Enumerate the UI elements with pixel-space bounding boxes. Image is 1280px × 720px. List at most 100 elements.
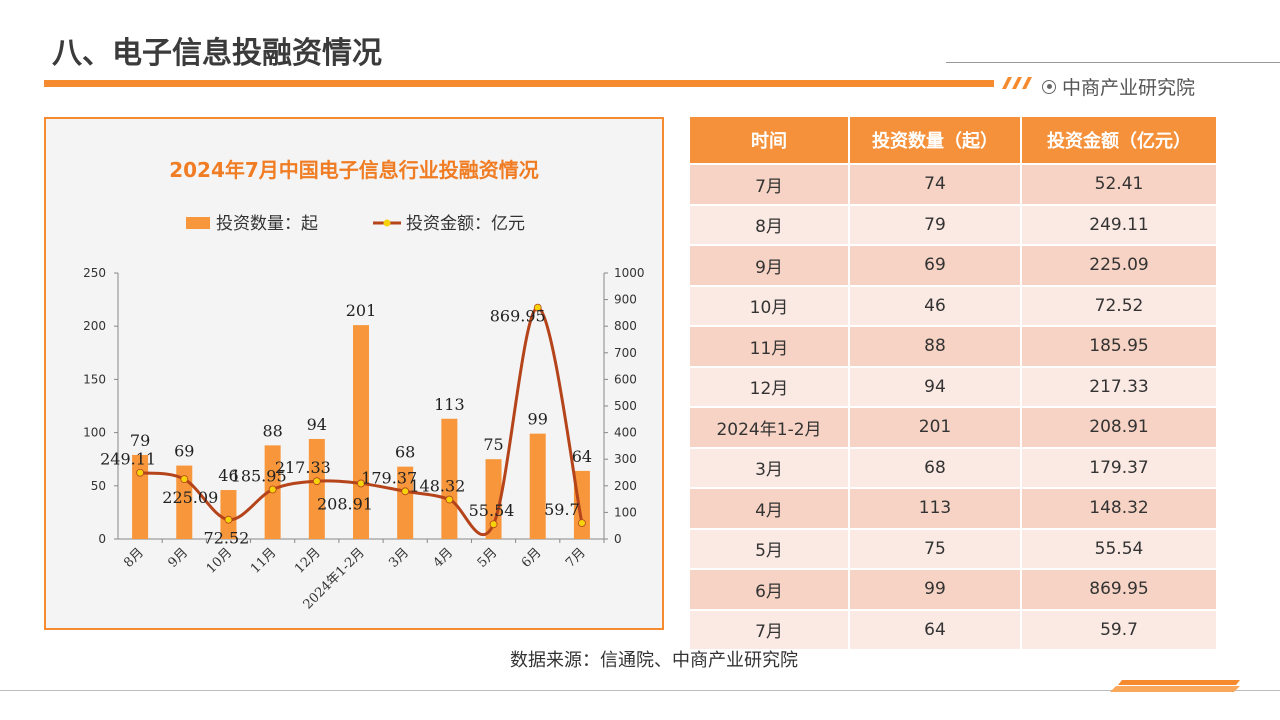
y-tick-label-right: 300: [614, 452, 637, 466]
cell-time: 7月: [690, 163, 850, 205]
bar: [308, 438, 325, 539]
legend-line-marker: [383, 219, 391, 227]
header-amount: 投资金额（亿元）: [1021, 117, 1216, 164]
line-marker: [578, 519, 586, 528]
cell-amount: 225.09: [1021, 244, 1216, 286]
line-data-label: 185.95: [231, 467, 287, 486]
bar-data-label: 68: [395, 443, 415, 462]
cell-time: 4月: [690, 487, 850, 529]
header-count: 投资数量（起）: [849, 117, 1022, 164]
line-marker: [357, 479, 365, 488]
line-data-label: 249.11: [100, 450, 156, 469]
bar: [441, 418, 458, 539]
cell-count: 46: [849, 284, 1022, 326]
line-marker: [136, 468, 144, 477]
cell-time: 8月: [690, 203, 850, 245]
y-tick-label-right: 500: [614, 399, 637, 413]
cell-time: 10月: [690, 284, 850, 326]
y-tick-label-left: 100: [83, 426, 106, 440]
cell-count: 88: [849, 325, 1022, 367]
line-data-label: 148.32: [409, 477, 465, 496]
table-row: 5月 75 55.54: [690, 527, 1216, 569]
x-tick-label: 6月: [519, 545, 545, 571]
line-marker: [180, 475, 189, 484]
table-row: 4月 113 148.32: [690, 487, 1216, 529]
bar: [529, 433, 546, 539]
x-tick-label: 7月: [563, 545, 589, 571]
stripe-decoration: [1002, 77, 1032, 89]
line-marker: [489, 520, 498, 529]
cell-time: 7月: [690, 608, 850, 649]
line-data-label: 208.91: [317, 494, 373, 513]
line-data-label: 179.37: [361, 468, 417, 487]
table-row: 3月 68 179.37: [690, 446, 1216, 488]
line-data-label: 217.33: [275, 458, 331, 477]
header-divider: [946, 62, 1280, 63]
bar-data-label: 69: [174, 442, 194, 461]
cell-count: 113: [849, 487, 1022, 529]
bar-data-label: 94: [307, 415, 327, 434]
cell-amount: 249.11: [1021, 203, 1216, 245]
footer-divider: [0, 690, 1280, 691]
line-data-label: 59.7: [544, 500, 580, 519]
cell-count: 68: [849, 446, 1022, 488]
y-tick-label-right: 200: [614, 479, 637, 493]
y-tick-label-left: 0: [98, 532, 106, 546]
legend-line-label: 投资金额：亿元: [406, 214, 525, 234]
cell-count: 75: [849, 527, 1022, 569]
y-tick-label-right: 100: [614, 505, 637, 519]
y-tick-label-right: 900: [614, 293, 637, 307]
table-header-row: 时间 投资数量（起） 投资金额（亿元）: [690, 117, 1216, 164]
header-time: 时间: [690, 117, 850, 164]
cell-amount: 55.54: [1021, 527, 1216, 569]
bar-data-label: 99: [528, 410, 548, 429]
bar-data-label: 64: [572, 447, 592, 466]
brand-logo: 中商产业研究院: [1042, 73, 1195, 100]
x-tick-label: 4月: [431, 545, 457, 571]
table-row: 9月 69 225.09: [690, 244, 1216, 286]
title-underline: [44, 80, 994, 87]
bar-data-label: 201: [346, 301, 377, 320]
line-marker: [224, 515, 233, 524]
y-tick-label-right: 0: [614, 532, 622, 546]
cell-amount: 208.91: [1021, 406, 1216, 448]
cell-time: 6月: [690, 568, 850, 610]
bar: [220, 490, 237, 539]
line-data-label: 72.52: [204, 529, 250, 548]
line-marker: [445, 495, 454, 504]
x-tick-label: 5月: [475, 545, 501, 571]
cell-count: 99: [849, 568, 1022, 610]
bar-data-label: 79: [130, 431, 150, 450]
cell-count: 79: [849, 203, 1022, 245]
data-table: 时间 投资数量（起） 投资金额（亿元） 7月 74 52.41 8月 79 249.11 9…: [690, 117, 1216, 649]
cell-count: 201: [849, 406, 1022, 448]
bar: [176, 465, 193, 539]
bar: [397, 466, 414, 539]
x-tick-label: 12月: [292, 545, 323, 576]
page-title: 八、电子信息投融资情况: [52, 36, 382, 71]
bar: [132, 454, 149, 539]
table-row: 7月 64 59.7: [690, 608, 1216, 649]
cell-amount: 869.95: [1021, 568, 1216, 610]
bar: [353, 325, 369, 539]
y-tick-label-right: 1000: [614, 266, 645, 280]
y-tick-label-right: 700: [614, 346, 637, 360]
bar: [485, 459, 502, 539]
footer-stripe-decoration: [1110, 680, 1240, 692]
y-tick-label-left: 150: [83, 372, 106, 386]
cell-amount: 185.95: [1021, 325, 1216, 367]
line-marker: [401, 487, 410, 496]
cell-count: 74: [849, 163, 1022, 205]
table-row: 8月 79 249.11: [690, 203, 1216, 245]
cell-time: 5月: [690, 527, 850, 569]
y-tick-label-left: 250: [83, 266, 106, 280]
y-tick-label-right: 800: [614, 319, 637, 333]
y-tick-label-left: 50: [91, 479, 106, 493]
line-data-label: 225.09: [162, 488, 218, 507]
cell-amount: 217.33: [1021, 365, 1216, 407]
bar-data-label: 113: [434, 395, 465, 414]
line-marker: [533, 303, 542, 312]
legend-bar-swatch: [186, 217, 210, 229]
x-tick-label: 10月: [204, 545, 235, 576]
